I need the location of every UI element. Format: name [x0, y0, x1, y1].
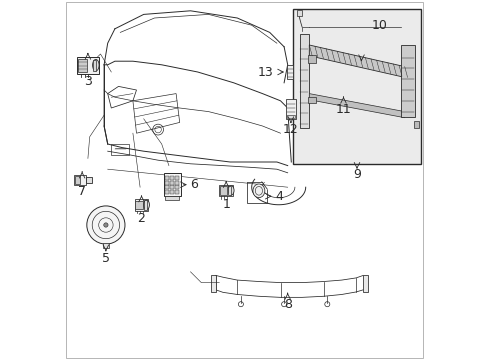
- Bar: [297, 10, 302, 16]
- Bar: [211, 275, 216, 292]
- Bar: [170, 185, 174, 189]
- Bar: [163, 173, 181, 196]
- Bar: [219, 185, 232, 196]
- Bar: [292, 9, 420, 164]
- Text: 11: 11: [335, 103, 351, 116]
- Text: 10: 10: [371, 19, 386, 32]
- Bar: [228, 186, 231, 195]
- Ellipse shape: [228, 186, 234, 195]
- Text: 7: 7: [78, 185, 86, 198]
- Bar: [143, 200, 146, 210]
- Bar: [174, 176, 178, 180]
- Circle shape: [87, 206, 125, 244]
- Bar: [165, 185, 169, 189]
- Bar: [307, 55, 316, 63]
- Bar: [170, 176, 174, 180]
- Bar: [165, 196, 179, 200]
- Bar: [174, 185, 178, 189]
- Bar: [174, 181, 178, 185]
- Bar: [286, 115, 294, 118]
- Bar: [413, 121, 418, 128]
- Polygon shape: [309, 45, 404, 77]
- Polygon shape: [309, 94, 404, 118]
- Bar: [299, 34, 308, 128]
- Ellipse shape: [92, 59, 99, 71]
- Circle shape: [103, 223, 108, 227]
- Text: 8: 8: [283, 298, 291, 311]
- Bar: [286, 65, 293, 79]
- Bar: [78, 59, 87, 72]
- Bar: [170, 181, 174, 185]
- Bar: [92, 60, 96, 71]
- Bar: [75, 176, 80, 184]
- Text: 9: 9: [352, 168, 360, 181]
- Bar: [86, 177, 91, 183]
- Bar: [285, 99, 295, 119]
- Bar: [135, 201, 142, 209]
- Bar: [170, 190, 174, 194]
- Bar: [103, 243, 108, 248]
- Bar: [134, 199, 148, 211]
- Text: 3: 3: [84, 75, 92, 88]
- Bar: [165, 190, 169, 194]
- Bar: [362, 275, 367, 292]
- Text: 6: 6: [190, 178, 198, 191]
- Ellipse shape: [252, 184, 264, 198]
- Bar: [174, 190, 178, 194]
- Text: 1: 1: [222, 198, 230, 211]
- Bar: [307, 97, 316, 103]
- Bar: [165, 176, 169, 180]
- Ellipse shape: [143, 200, 149, 210]
- Bar: [400, 45, 414, 117]
- Bar: [220, 186, 226, 195]
- Bar: [73, 175, 86, 185]
- Bar: [77, 57, 99, 74]
- Text: 2: 2: [137, 212, 145, 225]
- Text: 12: 12: [283, 123, 298, 136]
- Text: 13: 13: [257, 66, 273, 78]
- Text: 5: 5: [102, 252, 110, 265]
- Bar: [165, 181, 169, 185]
- Text: 4: 4: [275, 190, 283, 203]
